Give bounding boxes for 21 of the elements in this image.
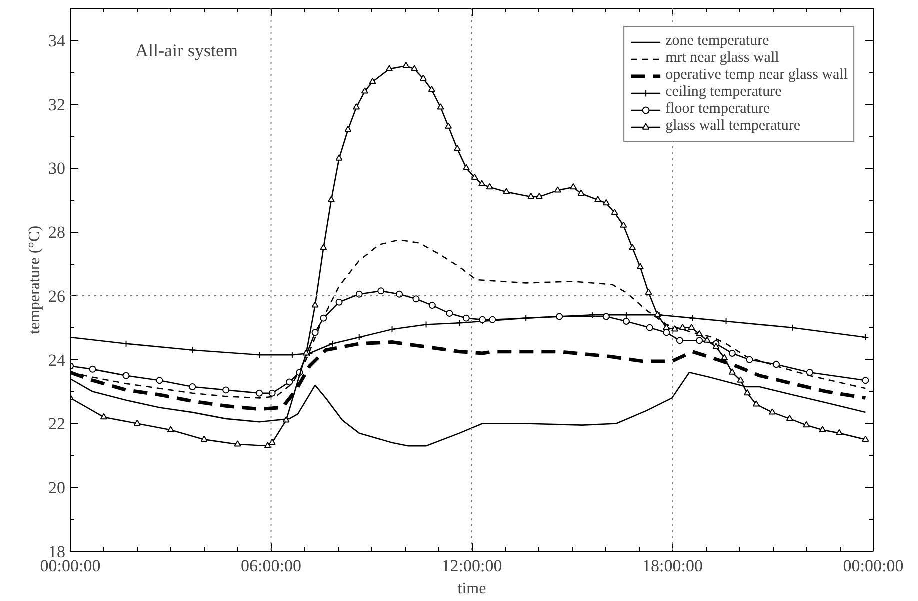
x-tick-label: 00:00:00 [843,556,904,576]
y-tick-label: 32 [48,95,66,114]
legend-label: mrt near glass wall [666,50,780,67]
y-tick-label: 22 [48,414,66,434]
legend-label: operative temp near glass wall [666,67,848,84]
legend-label: floor temperature [666,101,770,118]
x-tick-label: 12:00:00 [442,556,502,576]
y-tick-label: 28 [48,223,66,242]
x-tick-label: 06:00:00 [241,556,302,576]
y-axis-title: temperature (°C) [26,226,44,334]
legend-label: zone temperature [666,33,770,50]
y-tick-label: 26 [48,286,66,306]
legend-label: ceiling temperature [666,84,782,101]
text: All-air system [136,40,238,60]
y-tick-label: 34 [48,31,66,50]
y-tick-label: 20 [48,478,66,498]
x-axis-title: time [458,580,486,598]
legend-label: glass wall temperature [666,118,801,135]
y-tick-label: 30 [48,159,66,178]
x-tick-label: 18:00:00 [642,556,703,576]
y-tick-label: 24 [48,350,66,370]
